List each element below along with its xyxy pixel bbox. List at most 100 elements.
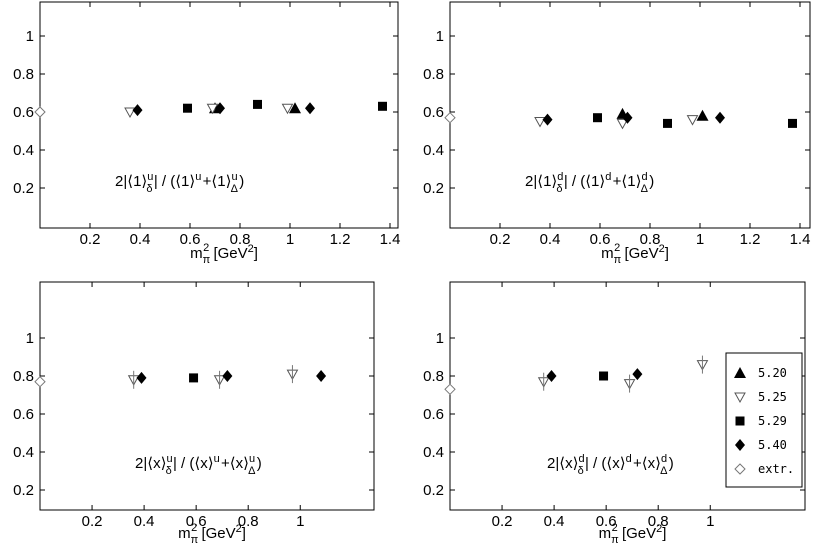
y-tick-label: 1 (26, 330, 34, 347)
ratio-annotation-text: 2|⟨x⟩u δ | / (⟨x⟩u +⟨x⟩u Δ ) (135, 453, 262, 477)
x-tick-label: 0.4 (134, 513, 155, 530)
y-tick-label: 0.6 (423, 104, 444, 121)
y-tick-label: 1 (436, 330, 444, 347)
data-point-extr. (34, 106, 46, 118)
legend-entry: 5.20 (758, 366, 787, 380)
legend-entry: 5.29 (758, 414, 787, 428)
y-tick-label: 0.8 (423, 66, 444, 83)
data-point-5.40 (305, 102, 315, 115)
x-tick-label: 0.8 (238, 513, 259, 530)
legend-marker (734, 392, 746, 404)
data-point-extr. (444, 383, 456, 396)
data-point-5.29 (788, 118, 797, 128)
data-point-5.40 (132, 104, 143, 117)
x-tick-label: 0.8 (640, 231, 661, 248)
x-tick-label: 1 (696, 231, 704, 248)
x-tick-label: 0.6 (186, 513, 207, 530)
data-point-5.29 (189, 373, 199, 383)
ratio-annotation: 2|⟨x⟩u δ | / (⟨x⟩u +⟨x⟩u Δ ) (135, 453, 262, 477)
x-axis-label: mπ2 [GeV2] (190, 242, 258, 266)
x-tick-label: 0.6 (596, 513, 617, 530)
x-tick-label: 1 (706, 513, 714, 530)
y-tick-label: 0.8 (423, 368, 444, 385)
legend: 5.20 5.25 5.29 5.40 extr. (725, 352, 803, 488)
x-tick-label: 1.4 (790, 231, 811, 248)
x-tick-label: 0.4 (540, 231, 561, 248)
legend-entry: extr. (758, 462, 794, 476)
x-tick-label: 0.2 (492, 513, 513, 530)
panel-3: 0.2 0.4 0.6 0.8 1 0.2 0.4 0.6 0.8 1 mπ2 [GeV2] 2|⟨x… (13, 281, 375, 543)
plot-frame (39, 281, 375, 511)
ratio-annotation: 2|⟨x⟩d δ | / (⟨x⟩d +⟨x⟩d Δ ) (547, 453, 674, 477)
x-tick-label: 0.2 (490, 231, 511, 248)
data-point-5.29 (183, 103, 192, 113)
x-tick-label: 0.8 (230, 231, 251, 248)
y-tick-label: 0.6 (423, 406, 444, 423)
data-point-5.40 (546, 370, 557, 382)
data-point-5.40 (622, 111, 633, 124)
y-tick-label: 0.4 (13, 444, 34, 461)
data-point-5.25 (534, 117, 546, 128)
x-axis-label: mπ2 [GeV2] (601, 242, 669, 266)
ratio-annotation-text: 2|⟨x⟩d δ | / (⟨x⟩d +⟨x⟩d Δ ) (547, 453, 674, 477)
legend-marker (734, 367, 746, 378)
x-tick-label: 0.6 (590, 231, 611, 248)
y-tick-label: 0.4 (13, 142, 34, 159)
y-tick-label: 0.2 (423, 482, 444, 499)
x-tick-label: 0.4 (544, 513, 565, 530)
data-point-5.29 (599, 371, 609, 381)
x-axis-label: mπ2 [GeV2] (178, 522, 246, 543)
legend-marker (734, 463, 746, 475)
data-point-5.29 (593, 113, 602, 123)
x-axis-label: mπ2 [GeV2] (599, 522, 667, 543)
ratio-annotation: 2|⟨1⟩d δ | / (⟨1⟩d +⟨1⟩d Δ ) (525, 171, 654, 195)
ratio-annotation: 2|⟨1⟩u δ | / (⟨1⟩u +⟨1⟩u Δ ) (115, 171, 244, 195)
data-point-5.29 (663, 118, 672, 128)
ratio-annotation-text: 2|⟨1⟩u δ | / (⟨1⟩u +⟨1⟩u Δ ) (115, 171, 244, 195)
legend-entry: 5.40 (758, 438, 787, 452)
y-tick-label: 0.6 (13, 104, 34, 121)
x-tick-label: 1 (296, 513, 304, 530)
data-point-5.29 (378, 101, 387, 111)
y-tick-label: 1 (26, 28, 34, 45)
y-tick-label: 0.2 (13, 482, 34, 499)
data-point-5.40 (632, 368, 643, 381)
legend-marker (735, 439, 745, 451)
data-point-5.40 (316, 370, 327, 382)
y-tick-label: 0.4 (423, 444, 444, 461)
x-tick-label: 1 (286, 231, 294, 248)
y-tick-label: 0.8 (13, 368, 34, 385)
data-point-extr. (34, 375, 46, 388)
x-tick-label: 0.6 (180, 231, 201, 248)
panel-1: 0.2 0.4 0.6 0.8 1 0.2 0.4 0.6 0.8 1 1.2 1.4 mπ2 [GeV… (13, 1, 401, 266)
y-tick-label: 0.6 (13, 406, 34, 423)
data-point-5.25 (124, 107, 136, 119)
x-tick-label: 1.2 (330, 231, 351, 248)
data-point-5.40 (542, 113, 553, 126)
y-tick-label: 1 (436, 28, 444, 45)
plot-frame (449, 281, 806, 511)
y-tick-label: 0.8 (13, 66, 34, 83)
legend-marker (735, 416, 745, 426)
data-point-5.25 (686, 115, 699, 126)
data-point-5.40 (136, 371, 147, 384)
x-tick-label: 1.2 (740, 231, 761, 248)
x-tick-label: 0.2 (80, 231, 101, 248)
data-point-5.29 (253, 99, 262, 109)
y-tick-label: 0.2 (423, 180, 444, 197)
plot-frame (39, 1, 399, 229)
x-tick-label: 1.4 (380, 231, 401, 248)
legend-entry: 5.25 (758, 390, 787, 404)
panel-4: 0.2 0.4 0.6 0.8 1 0.2 0.4 0.6 0.8 1 mπ2 [GeV2] 2|⟨x… (423, 281, 806, 543)
data-point-5.25 (616, 118, 629, 130)
data-point-5.25 (281, 103, 294, 115)
data-point-5.25 (206, 103, 219, 115)
data-point-5.40 (715, 111, 725, 124)
x-tick-label: 0.2 (82, 513, 103, 530)
x-tick-label: 0.4 (130, 231, 151, 248)
panel-2: 0.2 0.4 0.6 0.8 1 0.2 0.4 0.6 0.8 1 1.2 1.4 mπ2 [GeV… (423, 1, 811, 266)
data-point-5.20 (289, 102, 301, 114)
y-tick-label: 0.2 (13, 180, 34, 197)
data-point-5.20 (696, 109, 709, 121)
